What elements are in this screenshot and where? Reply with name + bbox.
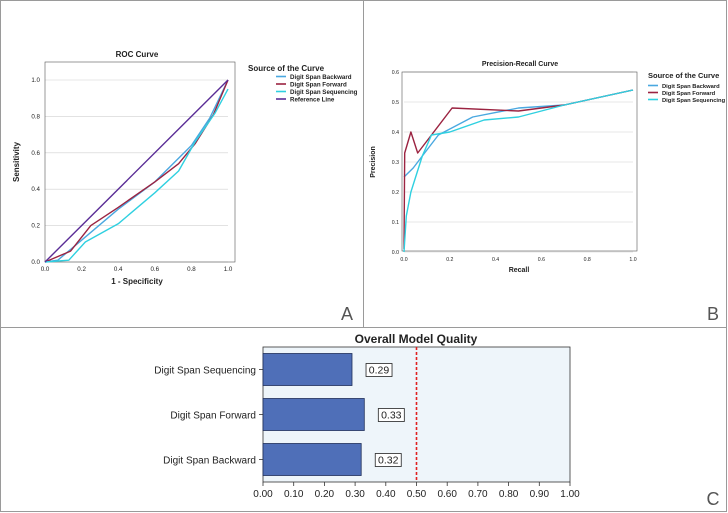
quality-x-ticks: 0.00 0.10 0.20 0.30 0.40 0.50 0.60 0.70 0.80 0.90… [253, 482, 580, 500]
bar [262, 353, 353, 386]
pr-x-ticks: 0.0 0.2 0.4 0.6 0.8 1.0 [400, 257, 636, 263]
quality-category-labels: Digit Span Sequencing Digit Span Forward D… [154, 366, 263, 467]
series-line-digit-span-backward [44, 79, 229, 263]
x-tick-label: 0.50 [407, 489, 427, 500]
pr-x-axis-label: Recall [509, 267, 530, 274]
x-tick-label: 1.0 [224, 266, 233, 273]
y-tick-label: 0.1 [392, 220, 399, 226]
pr-y-ticks: 0.0 0.1 0.2 0.3 0.4 0.5 0.6 [392, 70, 399, 256]
series-line-digit-span-sequencing [44, 88, 229, 263]
x-tick-label: 0.0 [41, 266, 50, 273]
roc-series-lines [44, 79, 229, 263]
value-label: 0.33 [381, 410, 402, 422]
value-label-box [374, 453, 402, 467]
bar [262, 443, 362, 476]
legend-label: Digit Span Forward [290, 82, 347, 89]
x-tick-label: 0.8 [584, 257, 591, 263]
y-tick-label: 1.0 [31, 77, 40, 84]
pr-y-axis-label: Precision [370, 146, 377, 178]
series-line-digit-span-sequencing [403, 89, 634, 253]
x-tick-label: 0.10 [284, 489, 304, 500]
y-tick-label: 0.6 [31, 150, 40, 157]
quality-bars: 0.29 0.33 0.32 [262, 353, 405, 476]
x-tick-label: 0.00 [253, 489, 273, 500]
x-tick-label: 0.80 [499, 489, 519, 500]
x-tick-label: 0.6 [150, 266, 159, 273]
category-label: Digit Span Backward [163, 456, 256, 467]
x-tick-label: 1.00 [560, 489, 580, 500]
legend-label: Digit Span Sequencing [290, 89, 358, 96]
x-tick-label: 0.70 [468, 489, 488, 500]
panel-letter-b: B [707, 304, 719, 324]
y-tick-label: 0.4 [31, 186, 40, 193]
y-tick-label: 0.0 [392, 250, 399, 256]
x-tick-label: 0.6 [538, 257, 545, 263]
x-tick-label: 0.4 [114, 266, 123, 273]
legend-label: Digit Span Backward [662, 84, 720, 90]
x-tick-label: 0.90 [530, 489, 550, 500]
pr-gridlines [404, 71, 633, 253]
y-tick-label: 0.5 [392, 100, 399, 106]
category-label: Digit Span Forward [170, 411, 256, 422]
pr-chart: Precision-Recall Curve 0.0 0.2 0.4 0.6 0.8 1.… [370, 61, 726, 274]
y-tick-label: 0.4 [392, 130, 399, 136]
y-tick-label: 0.2 [31, 223, 40, 230]
roc-x-ticks: 0.0 0.2 0.4 0.6 0.8 1.0 [41, 266, 233, 273]
x-tick-label: 0.60 [437, 489, 457, 500]
pr-series-lines [403, 89, 634, 253]
bar [262, 398, 365, 431]
x-tick-label: 0.2 [77, 266, 86, 273]
value-label: 0.32 [378, 455, 399, 467]
value-label-box [377, 408, 405, 422]
legend-label: Digit Span Forward [662, 91, 716, 97]
y-tick-label: 0.6 [392, 70, 399, 76]
roc-x-axis-label: 1 - Specificity [111, 277, 163, 286]
x-tick-label: 0.2 [446, 257, 453, 263]
series-line-reference-line [44, 79, 229, 263]
roc-y-axis-label: Sensitivity [12, 141, 21, 182]
x-tick-label: 0.20 [315, 489, 335, 500]
y-tick-label: 0.0 [31, 259, 40, 266]
x-tick-label: 0.4 [492, 257, 499, 263]
roc-chart: ROC Curve 0.0 0.2 0.4 0.6 0.8 1.0 0.00.20.40.… [12, 50, 358, 286]
panel-c-border [0, 327, 727, 512]
panel-letter-c: C [707, 489, 720, 509]
quality-chart: Overall Model Quality 0.290.330.32 0.00 0… [154, 332, 580, 500]
y-tick-label: 0.8 [31, 113, 40, 120]
series-line-digit-span-forward [403, 89, 634, 250]
quality-title: Overall Model Quality [355, 332, 478, 346]
x-tick-label: 0.40 [376, 489, 396, 500]
pr-title: Precision-Recall Curve [482, 61, 558, 68]
x-tick-label: 0.30 [345, 489, 365, 500]
roc-title: ROC Curve [116, 50, 159, 59]
value-label: 0.29 [369, 365, 390, 377]
roc-legend-title: Source of the Curve [248, 64, 325, 73]
x-tick-label: 0.8 [187, 266, 196, 273]
x-tick-label: 1.0 [629, 257, 636, 263]
legend-label: Digit Span Backward [290, 74, 352, 81]
legend-label: Digit Span Sequencing [662, 98, 726, 104]
y-tick-label: 0.2 [392, 190, 399, 196]
roc-plot-frame [44, 61, 236, 263]
pr-plot-frame [401, 71, 638, 252]
pr-legend-title: Source of the Curve [648, 71, 719, 80]
value-label-box [365, 363, 393, 377]
category-label: Digit Span Sequencing [154, 366, 256, 377]
panel-letter-a: A [341, 304, 353, 324]
roc-y-ticks: 0.0 0.2 0.4 0.6 0.8 1.0 [31, 77, 40, 266]
x-tick-label: 0.0 [400, 257, 407, 263]
y-tick-label: 0.3 [392, 160, 399, 166]
legend-label: Reference Line [290, 97, 335, 104]
panel-b-border [363, 0, 727, 328]
